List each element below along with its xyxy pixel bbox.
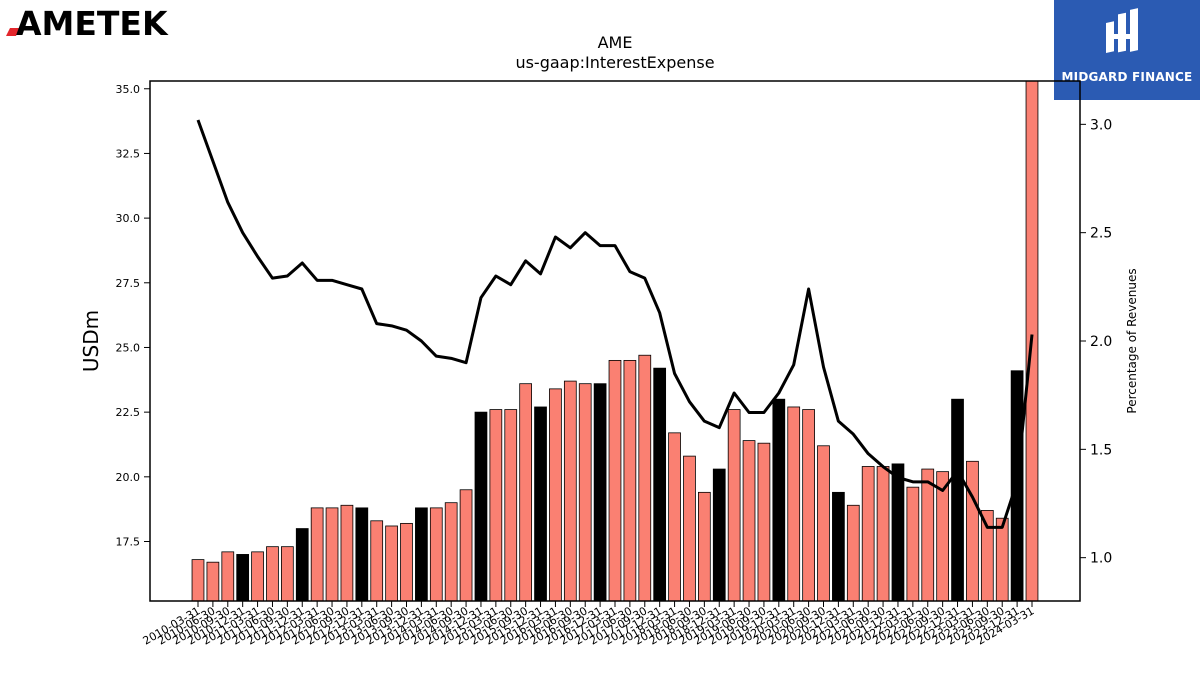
y-tick-label: 20.0 bbox=[116, 471, 141, 484]
bar-2017-03-31 bbox=[608, 359, 622, 602]
midgard-finance-logo: MIDGARD FINANCE bbox=[1054, 0, 1200, 100]
bar-2021-06-30 bbox=[861, 466, 875, 602]
bar-2014-09-30 bbox=[459, 489, 473, 602]
bar-2016-09-30 bbox=[578, 383, 592, 602]
bar-2020-12-31 bbox=[832, 491, 845, 602]
bar-2011-12-31 bbox=[295, 528, 309, 602]
bar-2019-12-31 bbox=[772, 398, 786, 602]
bar-2019-06-30 bbox=[742, 440, 756, 602]
bar-2022-03-31 bbox=[906, 486, 920, 602]
bar-2012-06-30 bbox=[325, 507, 339, 602]
bar-2013-09-30 bbox=[400, 522, 413, 602]
bar-2016-12-31 bbox=[593, 383, 607, 602]
bar-2022-06-30 bbox=[921, 468, 935, 602]
ametek-logo-mark: AMETEK bbox=[6, 4, 169, 43]
ametek-logo: AMETEK bbox=[6, 4, 206, 44]
bar-2011-03-31 bbox=[251, 551, 264, 602]
y-tick-label: 32.5 bbox=[116, 147, 141, 160]
y-tick-label: 17.5 bbox=[116, 535, 141, 548]
bar-2021-03-31 bbox=[846, 504, 860, 602]
bar-2012-12-31 bbox=[355, 507, 369, 602]
ametek-logo-text: AMETEK bbox=[16, 4, 169, 40]
y-tick-label: 27.5 bbox=[116, 277, 141, 290]
bar-2019-09-30 bbox=[757, 442, 771, 602]
bar-2018-09-30 bbox=[698, 491, 711, 602]
bar-2014-12-31 bbox=[474, 411, 488, 602]
bar-2023-09-30 bbox=[995, 517, 1009, 602]
bar-2018-03-31 bbox=[668, 432, 681, 602]
y-tick-label: 25.0 bbox=[116, 341, 141, 354]
bar-2010-03-31 bbox=[191, 559, 205, 602]
y2-tick-label: 1.5 bbox=[1090, 442, 1112, 458]
bar-2023-03-31 bbox=[966, 460, 979, 602]
bar-2018-12-31 bbox=[712, 468, 726, 602]
bar-2012-09-30 bbox=[340, 504, 354, 602]
bar-2010-06-30 bbox=[206, 561, 220, 602]
bar-2011-09-30 bbox=[280, 546, 294, 602]
bar-2017-06-30 bbox=[623, 359, 637, 602]
y2-tick-label: 3.0 bbox=[1090, 117, 1112, 133]
percentage-of-revenues-line bbox=[196, 119, 1034, 529]
y-axis-label: USDm bbox=[79, 310, 103, 372]
y2-tick-label: 2.5 bbox=[1090, 226, 1112, 242]
bar-2014-06-30 bbox=[444, 502, 458, 602]
y-tick-label: 35.0 bbox=[116, 83, 141, 96]
bar-2013-03-31 bbox=[370, 520, 384, 602]
midgard-emblem-icon bbox=[1106, 8, 1138, 53]
ametek-red-wedge bbox=[6, 28, 20, 36]
y2-tick-label: 2.0 bbox=[1090, 334, 1112, 350]
x-axis: 2010-03-312010-06-302010-09-302010-12-31… bbox=[141, 601, 1037, 648]
y-tick-label: 22.5 bbox=[116, 406, 141, 419]
midgard-finance-label: MIDGARD FINANCE bbox=[1061, 70, 1193, 84]
y-axis-left: 17.5 20.0 22.5 25.0 27.5 30.0 32.5 35.0 bbox=[116, 83, 150, 548]
bar-2015-03-31 bbox=[489, 409, 503, 602]
bar-2015-09-30 bbox=[519, 383, 533, 602]
bar-2016-06-30 bbox=[563, 380, 577, 602]
bar-2020-06-30 bbox=[802, 409, 815, 602]
bar-2012-03-31 bbox=[310, 507, 324, 602]
bar-2020-09-30 bbox=[817, 445, 830, 602]
bar-2019-03-31 bbox=[727, 409, 741, 602]
y-axis-right: 1.0 1.5 2.0 2.5 3.0 bbox=[1080, 117, 1112, 567]
bar-2010-09-30 bbox=[221, 551, 235, 602]
bar-2017-09-30 bbox=[638, 354, 652, 602]
y2-tick-label: 1.0 bbox=[1090, 551, 1112, 567]
bar-2021-09-30 bbox=[876, 466, 890, 602]
bar-2013-06-30 bbox=[385, 525, 398, 602]
bar-2010-12-31 bbox=[236, 554, 250, 602]
bar-2011-06-30 bbox=[266, 546, 279, 602]
bar-2022-12-31 bbox=[951, 398, 964, 602]
bar-2017-12-31 bbox=[653, 367, 667, 602]
bar-2021-12-31 bbox=[891, 463, 905, 602]
line-group bbox=[196, 119, 1034, 529]
bar-2015-06-30 bbox=[504, 409, 518, 602]
chart-title: AME bbox=[598, 33, 633, 52]
bar-2018-06-30 bbox=[683, 455, 696, 602]
bar-2016-03-31 bbox=[549, 388, 562, 602]
bar-2020-03-31 bbox=[787, 406, 801, 602]
y-tick-label: 30.0 bbox=[116, 212, 141, 225]
y2-axis-label: Percentage of Revenues bbox=[1125, 268, 1139, 413]
chart-subtitle: us-gaap:InterestExpense bbox=[515, 53, 714, 72]
bar-2013-12-31 bbox=[415, 507, 428, 602]
bars-group bbox=[191, 80, 1039, 602]
bar-2015-12-31 bbox=[534, 406, 547, 602]
bar-2014-03-31 bbox=[429, 507, 443, 602]
